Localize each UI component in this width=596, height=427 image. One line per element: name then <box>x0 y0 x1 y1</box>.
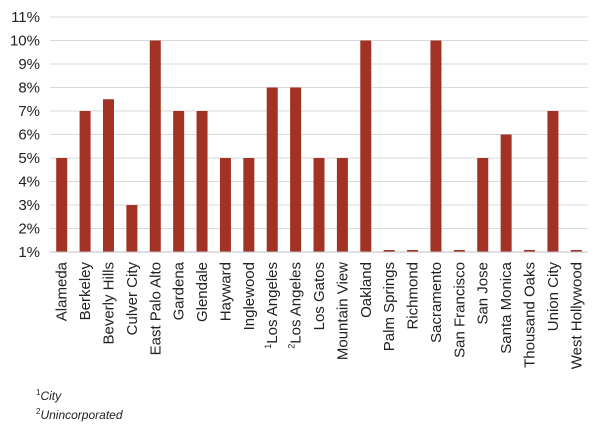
footnote-marker: 1 <box>263 344 273 349</box>
bar <box>477 158 489 252</box>
bar <box>79 111 91 252</box>
x-category-label: Union City <box>545 262 562 332</box>
x-category-label: Oakland <box>358 262 375 318</box>
footnote-unincorporated-marker: 2 <box>36 407 41 416</box>
x-category-label: San Jose <box>475 262 492 325</box>
y-tick-label: 9% <box>18 56 40 73</box>
x-category-label: Inglewood <box>241 262 258 330</box>
x-category-label: Beverly Hills <box>100 262 117 345</box>
bar <box>243 158 255 252</box>
bars <box>56 40 582 252</box>
x-category-label: West Hollywood <box>568 262 585 369</box>
footnote-marker: 2 <box>287 344 297 349</box>
y-tick-label: 2% <box>18 221 40 238</box>
x-category-label: Santa Monica <box>498 261 515 353</box>
bar <box>290 87 302 252</box>
y-tick-label: 1% <box>18 244 40 261</box>
bar <box>196 111 208 252</box>
x-category-label: East Palo Alto <box>147 262 164 355</box>
x-category-label: Mountain View <box>334 262 351 360</box>
x-category-label: 1Los Angeles <box>263 262 281 349</box>
category-name: Los Angeles <box>288 262 305 344</box>
bar <box>266 87 278 252</box>
x-category-label: Glendale <box>194 262 211 322</box>
x-category-label: Gardena <box>171 261 188 320</box>
bar <box>407 250 419 252</box>
x-category-label: Thousand Oaks <box>522 262 539 368</box>
bar <box>360 40 372 252</box>
y-axis-tick-labels: 1% 2% 3% 4% 5% 6% 7% 8% 9% 10% 11% <box>10 9 40 261</box>
x-axis-category-labels: Alameda Berkeley Beverly Hills Culver City E… <box>54 261 586 369</box>
bar <box>173 111 185 252</box>
bar <box>430 40 442 252</box>
bar <box>313 158 325 252</box>
bar <box>336 158 348 252</box>
bar <box>570 250 582 252</box>
x-category-label: San Francisco <box>451 262 468 358</box>
y-tick-label: 3% <box>18 197 40 214</box>
x-category-label: Palm Springs <box>381 262 398 351</box>
x-category-label: Richmond <box>405 262 422 330</box>
bar <box>126 205 138 252</box>
x-category-label: Sacramento <box>428 262 445 343</box>
bar <box>56 158 68 252</box>
y-tick-label: 11% <box>11 9 40 26</box>
footnote-city-text: City <box>40 389 62 403</box>
y-tick-label: 5% <box>18 150 40 167</box>
category-name: Los Angeles <box>264 262 281 344</box>
x-category-label: Berkeley <box>77 262 94 321</box>
x-category-label: 2Los Angeles <box>287 262 305 349</box>
y-tick-label: 7% <box>18 103 40 120</box>
x-category-label: Hayward <box>217 262 234 321</box>
x-category-label: Los Gatos <box>311 262 328 330</box>
y-tick-label: 6% <box>18 127 40 144</box>
x-category-label: Alameda <box>54 261 71 321</box>
bar <box>102 99 114 252</box>
bar <box>149 40 161 252</box>
bar <box>524 250 536 252</box>
gridlines <box>50 16 588 229</box>
bar <box>500 134 512 252</box>
bar <box>453 250 465 252</box>
bar <box>547 111 559 252</box>
footnote-unincorporated: 2Unincorporated <box>36 407 123 422</box>
footnote-unincorporated-text: Unincorporated <box>40 408 123 422</box>
bar <box>219 158 231 252</box>
footnote-city: 1City <box>36 388 61 403</box>
y-tick-label: 4% <box>18 174 40 191</box>
y-tick-label: 8% <box>18 80 40 97</box>
bar <box>383 250 395 252</box>
y-tick-label: 10% <box>10 33 40 50</box>
x-category-label: Culver City <box>124 262 141 336</box>
footnote-city-marker: 1 <box>36 388 41 397</box>
